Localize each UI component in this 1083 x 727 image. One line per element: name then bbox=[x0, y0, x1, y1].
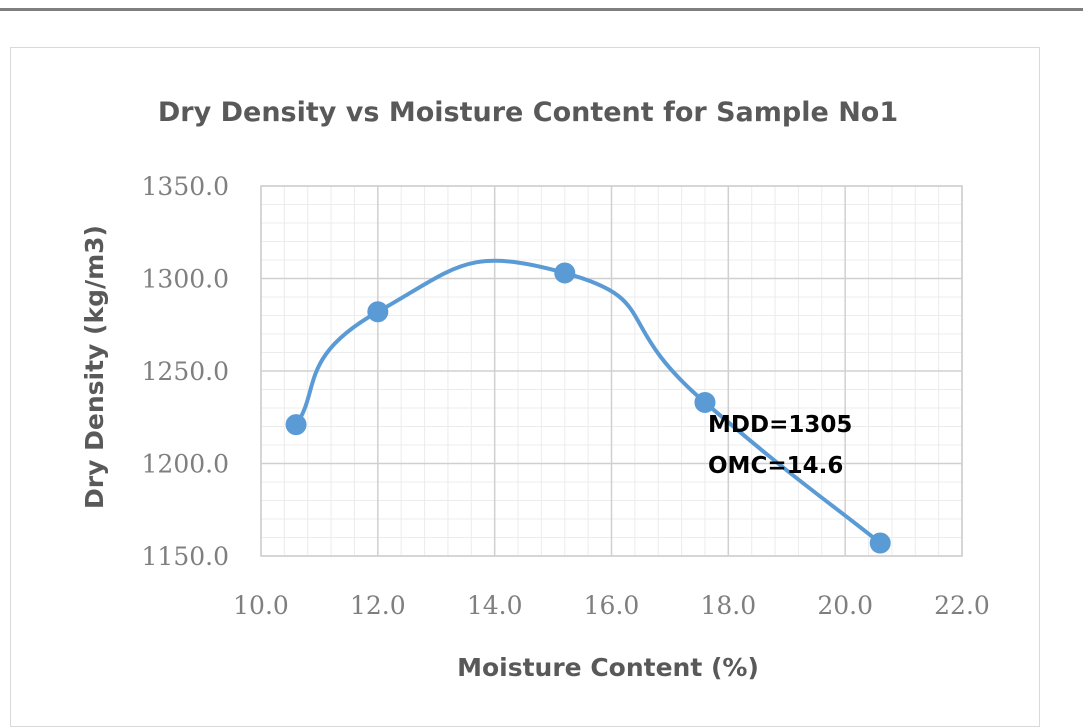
chart: Dry Density vs Moisture Content for Samp… bbox=[80, 97, 990, 682]
y-tick-label: 1300.0 bbox=[142, 265, 229, 294]
plot-area-border bbox=[260, 185, 963, 557]
chart-title: Dry Density vs Moisture Content for Samp… bbox=[158, 97, 898, 128]
x-tick-label: 10.0 bbox=[233, 591, 289, 620]
x-tick-label: 16.0 bbox=[584, 591, 640, 620]
data-point bbox=[694, 391, 716, 413]
y-tick-labels: 1350.0 1300.0 1250.0 1200.0 1150.0 bbox=[142, 172, 229, 571]
x-tick-label: 22.0 bbox=[934, 591, 990, 620]
data-point bbox=[869, 532, 891, 554]
omc-annotation: OMC=14.6 bbox=[708, 453, 843, 479]
y-tick-label: 1350.0 bbox=[142, 172, 229, 201]
chart-frame: Dry Density vs Moisture Content for Samp… bbox=[10, 47, 1040, 727]
x-tick-labels: 10.0 12.0 14.0 16.0 18.0 20.0 22.0 bbox=[233, 591, 990, 620]
data-point bbox=[367, 301, 389, 323]
x-tick-label: 18.0 bbox=[700, 591, 756, 620]
top-rule bbox=[0, 8, 1083, 11]
y-axis-title: Dry Density (kg/m3) bbox=[80, 225, 109, 509]
data-point bbox=[285, 414, 307, 436]
data-points bbox=[285, 262, 891, 554]
x-tick-label: 20.0 bbox=[817, 591, 873, 620]
y-tick-label: 1200.0 bbox=[142, 450, 229, 479]
x-tick-label: 14.0 bbox=[467, 591, 523, 620]
major-gridlines bbox=[260, 185, 963, 557]
x-axis-title: Moisture Content (%) bbox=[457, 653, 759, 682]
y-tick-label: 1150.0 bbox=[142, 542, 229, 571]
y-tick-label: 1250.0 bbox=[142, 357, 229, 386]
x-tick-label: 12.0 bbox=[350, 591, 406, 620]
data-point bbox=[554, 262, 576, 284]
mdd-annotation: MDD=1305 bbox=[708, 412, 852, 438]
